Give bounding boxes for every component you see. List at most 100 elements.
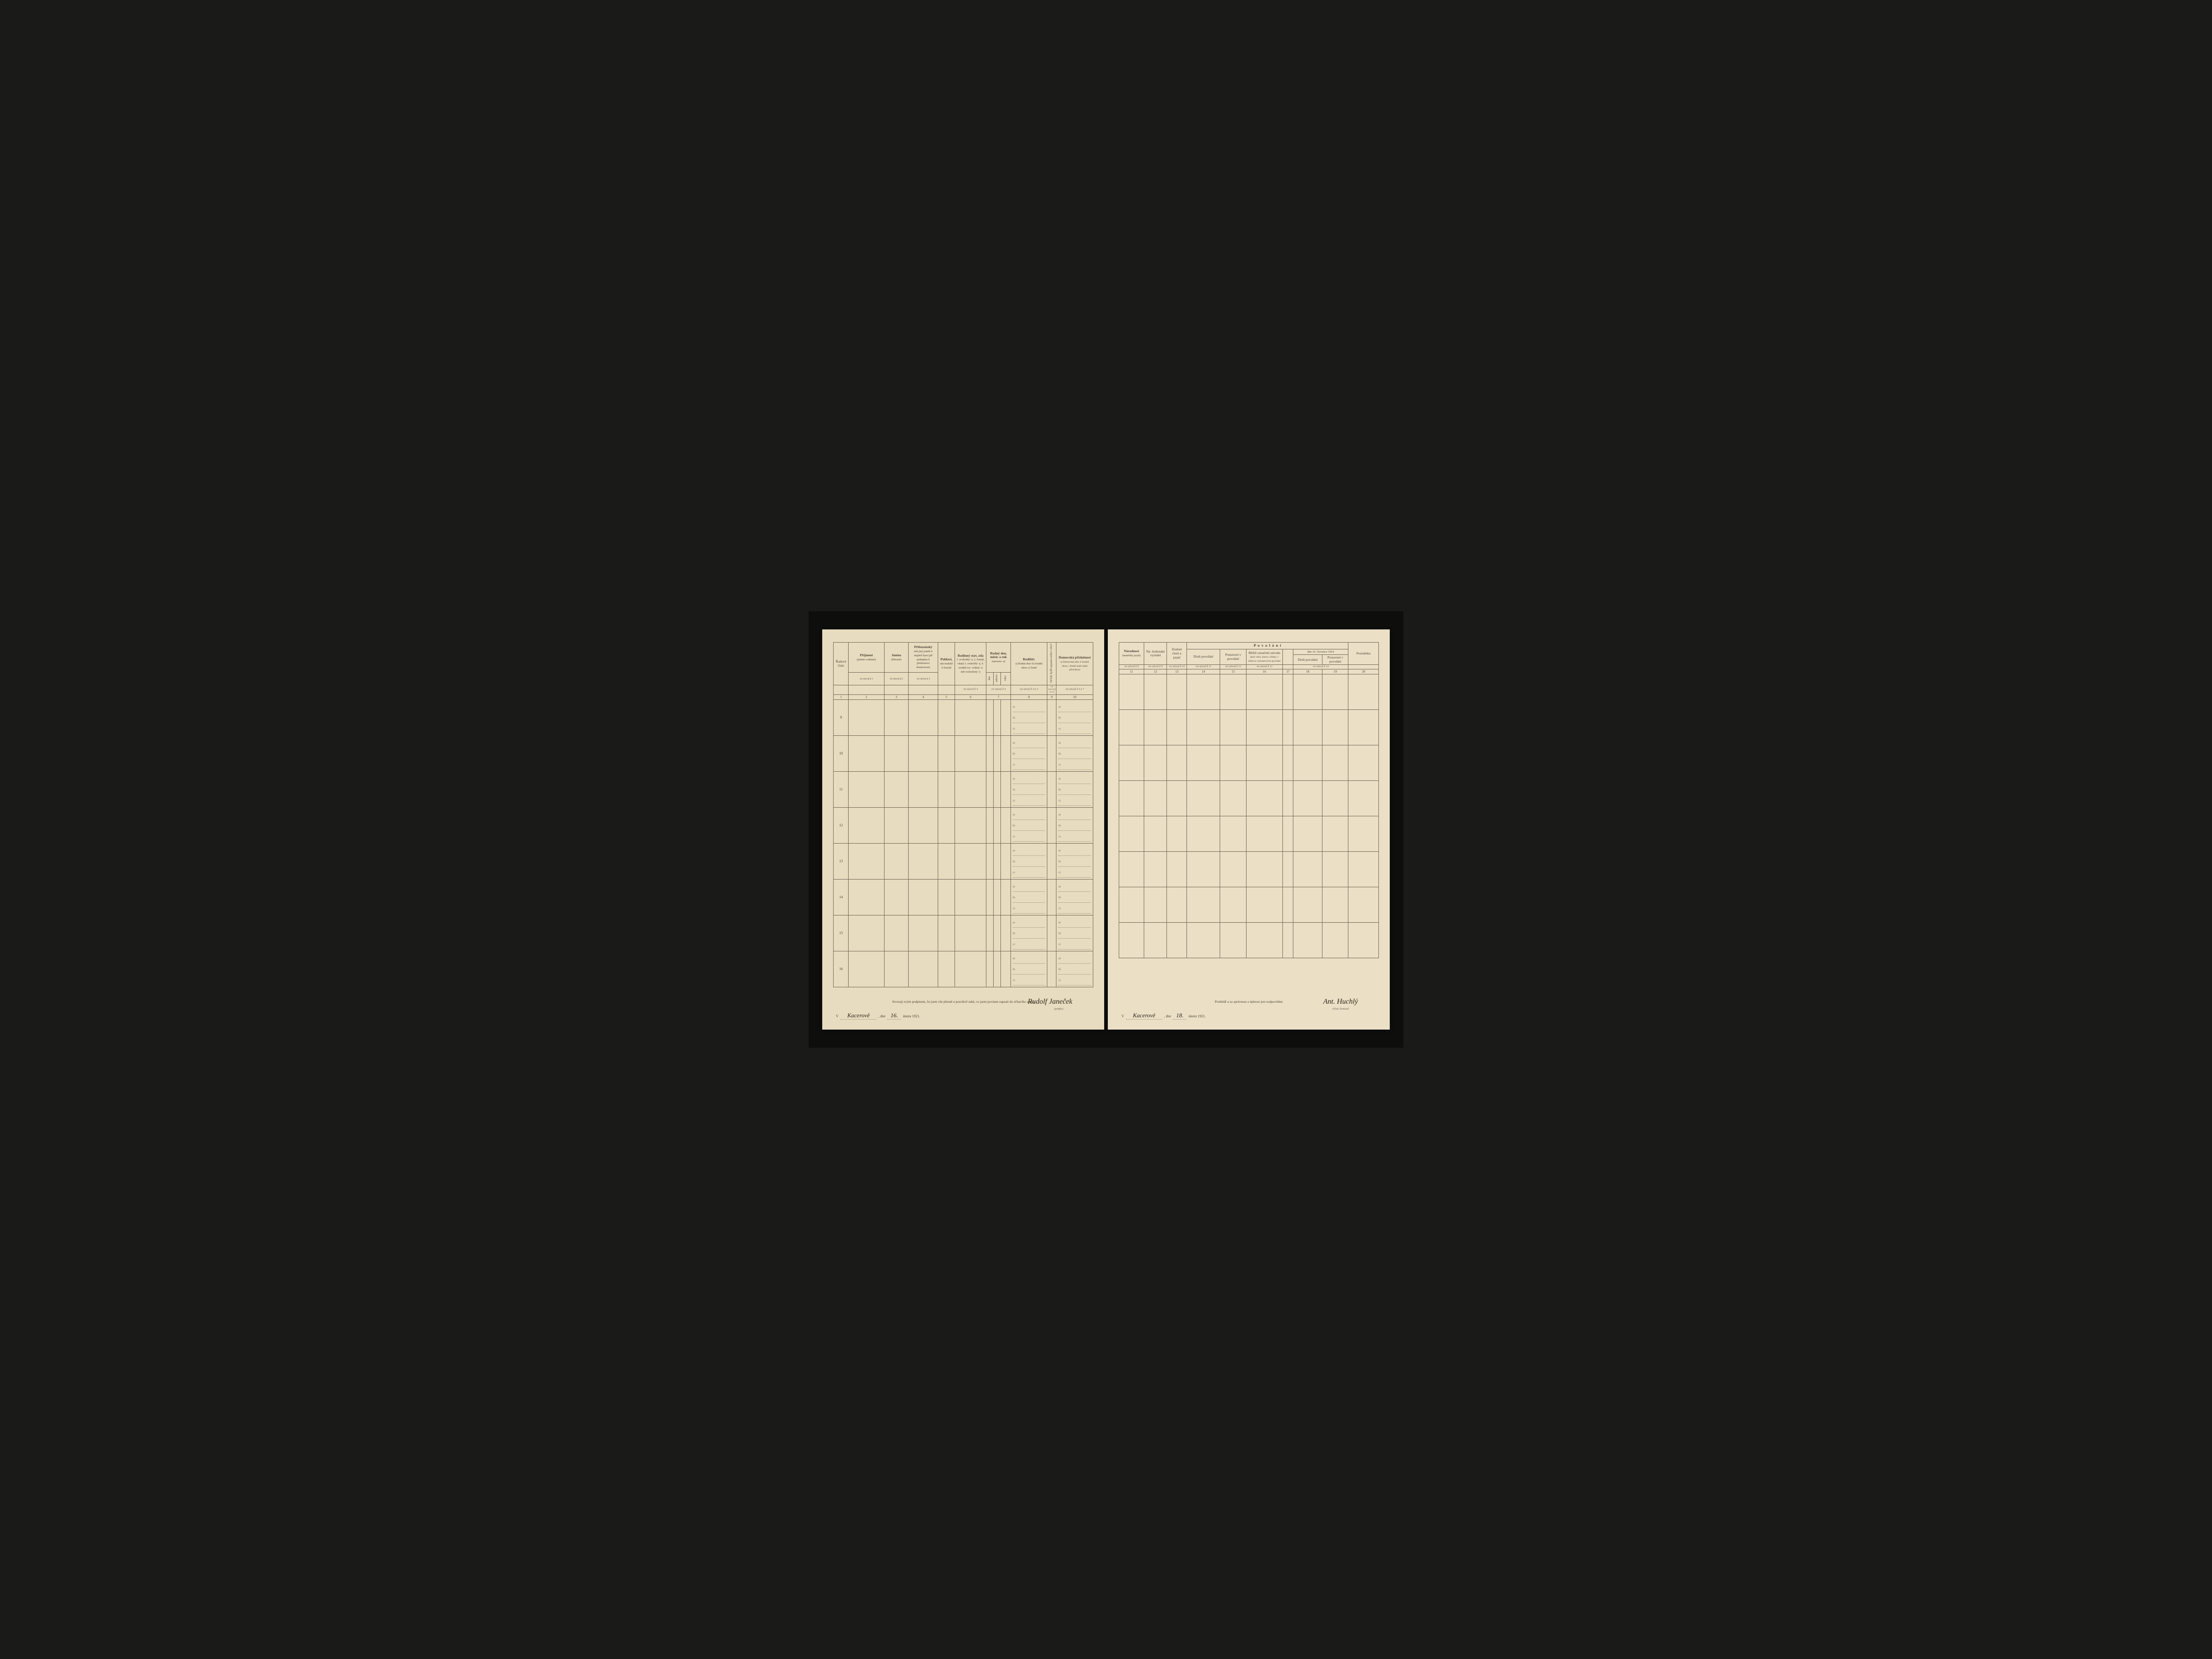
empty-cell: [1282, 745, 1293, 781]
empty-cell: [1348, 745, 1379, 781]
subline-a: a): [1058, 953, 1091, 964]
date-subcell: [986, 915, 994, 951]
row-number: 9: [834, 699, 849, 735]
empty-cell: [1187, 710, 1220, 745]
hdr-col18: Druh povolání: [1293, 655, 1322, 665]
hdr-nav3: viz návod § 3: [909, 673, 938, 685]
hdr-nav2: viz návod § 2: [884, 673, 909, 685]
subline-a: a): [1013, 701, 1045, 712]
place-handwritten-right: Kacerově: [1126, 1012, 1162, 1020]
empty-cell: [1282, 852, 1293, 887]
subline-a: a): [1013, 845, 1045, 856]
empty-cell: [1348, 923, 1379, 958]
empty-cell: [955, 879, 986, 915]
empty-cell: [955, 771, 986, 807]
since-cell: [1047, 771, 1056, 807]
empty-cell: [1322, 887, 1348, 923]
empty-cell: [1293, 710, 1322, 745]
hdr-col1: Řadové číslo: [834, 643, 849, 685]
subline-b: b): [1013, 820, 1045, 831]
since-cell: [1047, 843, 1056, 879]
empty-cell: [909, 735, 938, 771]
empty-cell: [1293, 674, 1322, 710]
right-footer: Prohlédl a za správnost a úplnost jest z…: [1121, 1000, 1376, 1020]
hdr-col7a: dne: [986, 673, 994, 685]
empty-cell: [884, 807, 909, 843]
empty-cell: [1220, 887, 1246, 923]
left-page: Řadové číslo Příjmení (jméno rodinné) Jm…: [822, 629, 1104, 1030]
empty-cell: [938, 915, 955, 951]
hdr-nav1: viz návod § 1: [849, 673, 884, 685]
subline-b: b): [1058, 748, 1091, 759]
table-row: [1119, 852, 1379, 887]
empty-cell: [1348, 887, 1379, 923]
date-subcell: [1000, 879, 1010, 915]
row-number: 14: [834, 879, 849, 915]
empty-cell: [1293, 923, 1322, 958]
empty-cell: [1144, 710, 1167, 745]
empty-cell: [909, 915, 938, 951]
since-cell: [1047, 699, 1056, 735]
empty-cell: [1187, 816, 1220, 852]
subline-b: b): [1058, 892, 1091, 903]
colnum: 6: [955, 694, 986, 699]
empty-cell: [1282, 710, 1293, 745]
empty-cell: [1246, 745, 1282, 781]
empty-cell: [1187, 674, 1220, 710]
birthplace-cell: a)b)c): [1010, 843, 1047, 879]
empty-cell: [1144, 887, 1167, 923]
empty-cell: [938, 771, 955, 807]
colnum: 3: [884, 694, 909, 699]
date-subcell: [1000, 951, 1010, 987]
place-handwritten: Kacerově: [840, 1012, 877, 1020]
hdr-col12: Ná- boženské vyznání: [1144, 643, 1167, 665]
colnum: 19: [1322, 669, 1348, 674]
hdr-col9: Od kdy bydlí zapsaná osoba v obci?: [1047, 643, 1056, 685]
empty-cell: [1119, 781, 1144, 816]
empty-cell: [955, 915, 986, 951]
birthplace-cell: a)b)c): [1010, 951, 1047, 987]
colnum: 17: [1282, 669, 1293, 674]
empty-cell: [849, 735, 884, 771]
hdr-col8: Rodiště: a) Rodná obec b) Soudní okres c…: [1010, 643, 1047, 685]
empty-cell: [955, 699, 986, 735]
row-number: 16: [834, 951, 849, 987]
empty-cell: [1293, 781, 1322, 816]
colnum: 1: [834, 694, 849, 699]
hdr-col2: Příjmení (jméno rodinné): [849, 643, 884, 673]
day-handwritten: 16.: [887, 1012, 901, 1020]
hdr-col14: Druh povolání: [1187, 649, 1220, 665]
subline-a: a): [1058, 845, 1091, 856]
hdr-date-line: dne 16. července 1914: [1293, 649, 1348, 654]
table-row: 11a)b)c)a)b)c): [834, 771, 1093, 807]
since-cell: [1047, 807, 1056, 843]
table-row: [1119, 887, 1379, 923]
subline-c: c): [1013, 795, 1045, 806]
colnum: 2: [849, 694, 884, 699]
empty-cell: [884, 843, 909, 879]
empty-cell: [1144, 674, 1167, 710]
hdr-col5: Pohlaví, zda mužské či ženské: [938, 643, 955, 685]
subline-b: b): [1013, 928, 1045, 939]
date-subcell: [1000, 843, 1010, 879]
domicile-cell: a)b)c): [1056, 771, 1093, 807]
hdr-col15: Postavení v povolání: [1220, 649, 1246, 665]
empty-cell: [1220, 816, 1246, 852]
empty-cell: [849, 843, 884, 879]
subline-b: b): [1013, 856, 1045, 867]
date-subcell: [986, 735, 994, 771]
empty-cell: [938, 699, 955, 735]
census-table-right: Národnost (mateřský jazyk) Ná- boženské …: [1119, 642, 1379, 958]
hdr-col16: Bližší označení závodu (pod- niku, ústav…: [1246, 649, 1282, 665]
empty-cell: [909, 879, 938, 915]
empty-cell: [1246, 781, 1282, 816]
empty-cell: [1119, 887, 1144, 923]
subline-a: a): [1058, 737, 1091, 748]
date-subcell: [986, 807, 994, 843]
colnum: 13: [1167, 669, 1187, 674]
empty-cell: [955, 735, 986, 771]
subline-b: b): [1058, 784, 1091, 795]
subline-a: a): [1013, 881, 1045, 892]
table-row: 16a)b)c)a)b)c): [834, 951, 1093, 987]
empty-cell: [1348, 781, 1379, 816]
